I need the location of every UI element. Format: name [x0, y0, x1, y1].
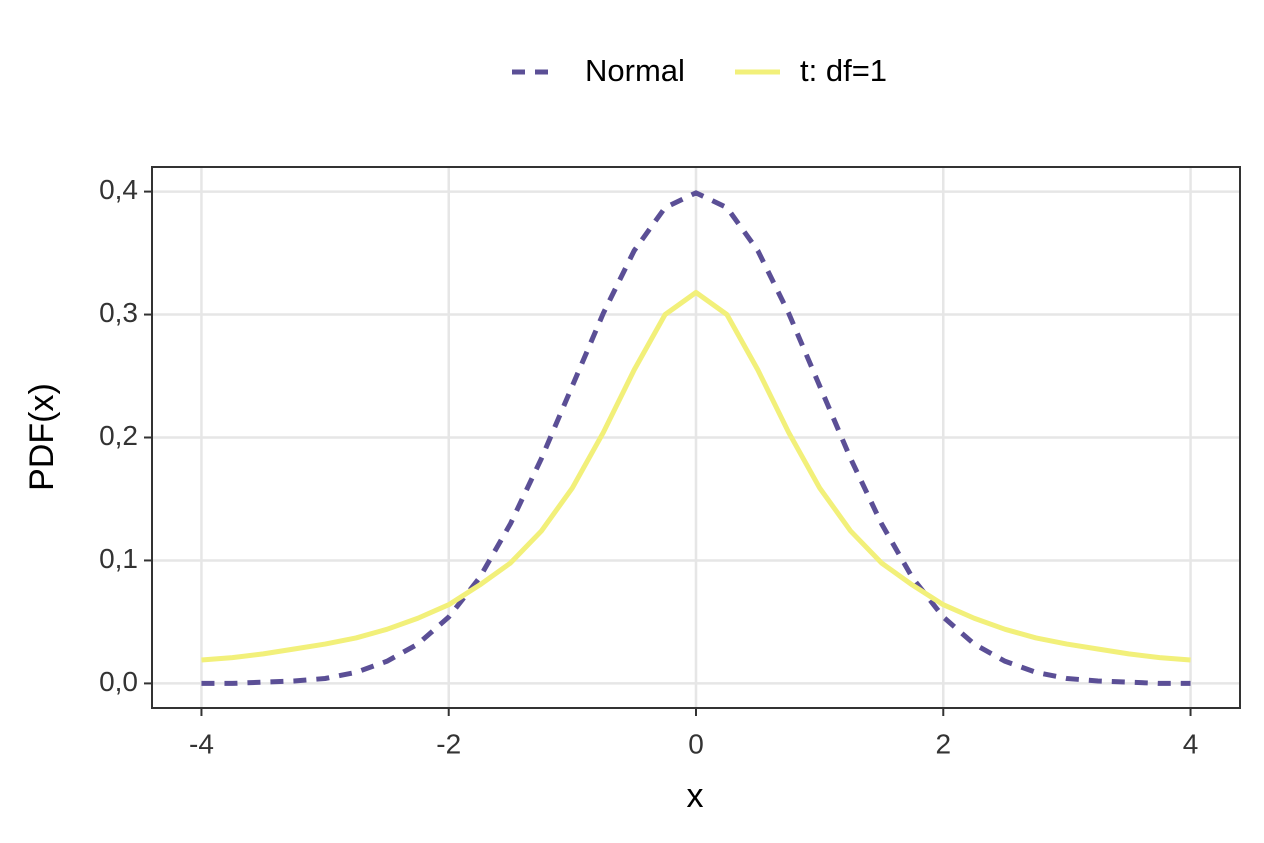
y-tick-label: 0,0 [99, 666, 138, 697]
x-tick-label: -4 [189, 728, 214, 759]
y-tick-label: 0,2 [99, 420, 138, 451]
y-tick-label: 0,3 [99, 297, 138, 328]
y-tick-label: 0,1 [99, 543, 138, 574]
x-tick-label: 4 [1183, 728, 1199, 759]
x-tick-label: 0 [688, 728, 704, 759]
x-tick-label: -2 [436, 728, 461, 759]
legend-label: t: df=1 [800, 53, 887, 88]
x-axis-title: x [687, 777, 704, 815]
y-tick-label: 0,4 [99, 174, 138, 205]
y-axis-title: PDF(x) [23, 383, 61, 491]
line-series [201, 190, 1191, 686]
line-series [201, 289, 1191, 663]
legend-label: Normal [585, 53, 685, 88]
x-tick-label: 2 [935, 728, 951, 759]
